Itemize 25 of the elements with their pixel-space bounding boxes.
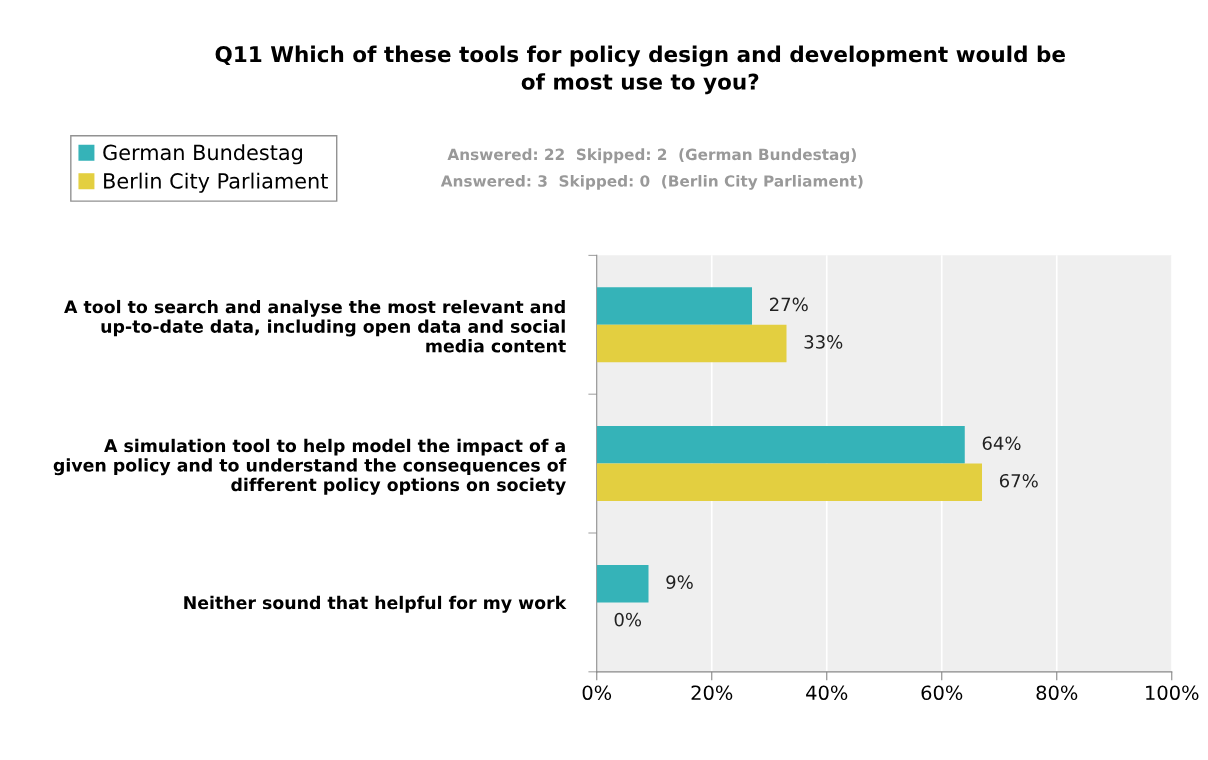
x-tick-label: 40% bbox=[806, 685, 848, 701]
bar bbox=[596, 463, 983, 502]
x-tick-label: 60% bbox=[921, 685, 963, 701]
legend-label: Berlin City Parliament bbox=[104, 172, 328, 193]
text: Answered: 22 Skipped: 2 (German Bundestag) bbox=[447, 148, 856, 164]
y-tick-label: A simulation tool to help model the impact of a given policy and to understand the consequences of different policy options on society bbox=[53, 438, 567, 495]
legend-label: German Bundestag bbox=[103, 144, 302, 165]
x-tick-label: 0% bbox=[582, 685, 612, 701]
data-label: 67% bbox=[999, 473, 1038, 488]
data-label: 64% bbox=[982, 436, 1021, 451]
data-label: 9% bbox=[666, 575, 693, 589]
y-tick-label: A tool to search and analyse the most relevant and up-to-date data, including open data and social media content bbox=[64, 299, 566, 353]
x-tick-label: 100% bbox=[1146, 685, 1199, 701]
text: Answered: 3 Skipped: 0 (Berlin City Parliament) bbox=[440, 174, 863, 190]
x-tick-label: 20% bbox=[691, 685, 733, 701]
data-label: 33% bbox=[804, 335, 843, 349]
data-label: 0% bbox=[614, 612, 642, 627]
data-label: 27% bbox=[769, 297, 808, 312]
bar bbox=[596, 324, 787, 363]
chart-title: Q11 Which of these tools for policy design and development would be of most use to you? bbox=[215, 45, 1065, 95]
y-tick-label: Neither sound that helpful for my work bbox=[184, 595, 567, 613]
x-tick-label: 80% bbox=[1036, 685, 1078, 701]
bar bbox=[596, 564, 649, 603]
bar bbox=[596, 287, 752, 325]
bar bbox=[596, 426, 965, 464]
